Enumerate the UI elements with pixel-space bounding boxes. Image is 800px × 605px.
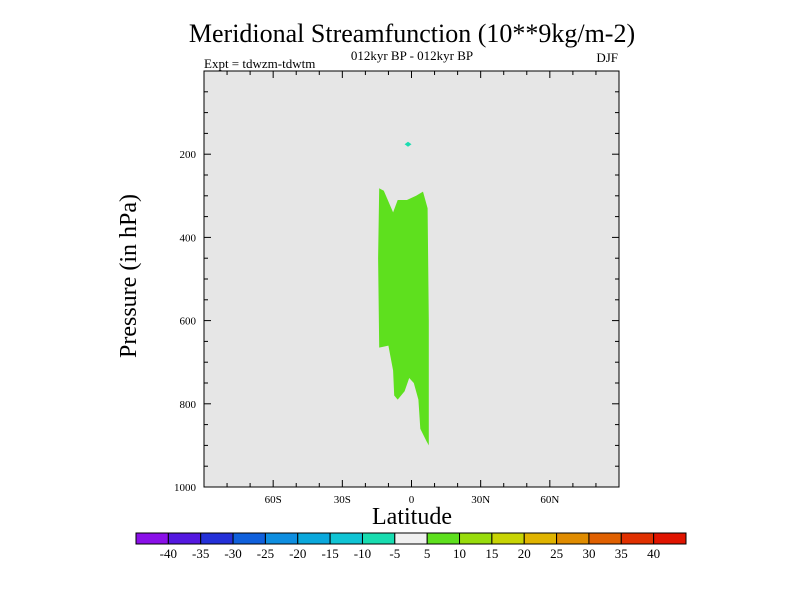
colorbar-label: -10 xyxy=(354,546,371,561)
colorbar-swatch xyxy=(394,532,428,545)
y-tick-label: 800 xyxy=(180,399,197,411)
colorbar-label: 5 xyxy=(424,546,431,561)
colorbar-swatch xyxy=(200,532,234,545)
y-axis: 200 400 600 800 1000 xyxy=(174,91,619,494)
colorbar-swatch xyxy=(620,532,655,545)
x-tick-label: 0 xyxy=(409,494,415,506)
colorbar-label: 25 xyxy=(550,546,563,561)
colorbar-swatch xyxy=(523,532,558,545)
x-tick-label: 30N xyxy=(471,494,490,506)
colorbar-label: 40 xyxy=(647,546,660,561)
y-axis-title: Pressure (in hPa) xyxy=(116,194,142,358)
x-tick-label: 60N xyxy=(540,494,559,506)
y-tick-label: 400 xyxy=(180,232,197,244)
colorbar-swatch xyxy=(232,532,266,545)
x-tick-label: 60S xyxy=(265,494,282,506)
x-axis-title: Latitude xyxy=(372,504,452,530)
colorbar-swatch xyxy=(653,532,687,545)
colorbar-swatch xyxy=(588,532,622,545)
colorbar-swatch xyxy=(135,532,169,545)
y-tick-label: 600 xyxy=(180,316,197,328)
colorbar-swatch xyxy=(361,532,396,545)
y-tick-label: 200 xyxy=(180,149,197,161)
colorbar-label: -20 xyxy=(289,546,306,561)
colorbar-label: -30 xyxy=(224,546,241,561)
colorbar-label: 30 xyxy=(582,546,595,561)
colorbar-swatch xyxy=(329,532,363,545)
subtitle-right: DJF xyxy=(596,50,618,65)
colorbar-swatch xyxy=(556,532,590,545)
contour-region-0 xyxy=(378,188,429,446)
contour-region-1 xyxy=(404,141,412,147)
colorbar-label: 15 xyxy=(485,546,498,561)
colorbar-label: -35 xyxy=(192,546,209,561)
chart-title: Meridional Streamfunction (10**9kg/m-2) xyxy=(189,19,635,48)
colorbar-label: -25 xyxy=(257,546,274,561)
colorbar-label: 35 xyxy=(615,546,628,561)
subtitle-left: Expt = tdwzm-tdwtm xyxy=(204,56,315,71)
colorbar-label: -40 xyxy=(160,546,177,561)
colorbar-swatch xyxy=(297,532,331,545)
colorbar-swatch xyxy=(264,532,299,545)
colorbar-label: -15 xyxy=(321,546,338,561)
x-axis: 60S 30S 0 30N 60N xyxy=(226,71,597,506)
plot-area xyxy=(203,70,620,488)
colorbar-swatch xyxy=(426,532,461,545)
x-tick-label: 30S xyxy=(334,494,351,506)
subtitle-center: 012kyr BP - 012kyr BP xyxy=(351,48,473,63)
colorbar-swatch xyxy=(459,532,493,545)
y-tick-label: 1000 xyxy=(174,482,197,494)
colorbar: -40 -35 -30 -25 -20 -15 -10 -5 5 10 15 20 25 30 35 40 xyxy=(135,532,687,561)
colorbar-label: 20 xyxy=(518,546,531,561)
colorbar-swatch xyxy=(167,532,202,545)
colorbar-swatch xyxy=(491,532,525,545)
colorbar-label: 10 xyxy=(453,546,466,561)
colorbar-label: -5 xyxy=(389,546,400,561)
